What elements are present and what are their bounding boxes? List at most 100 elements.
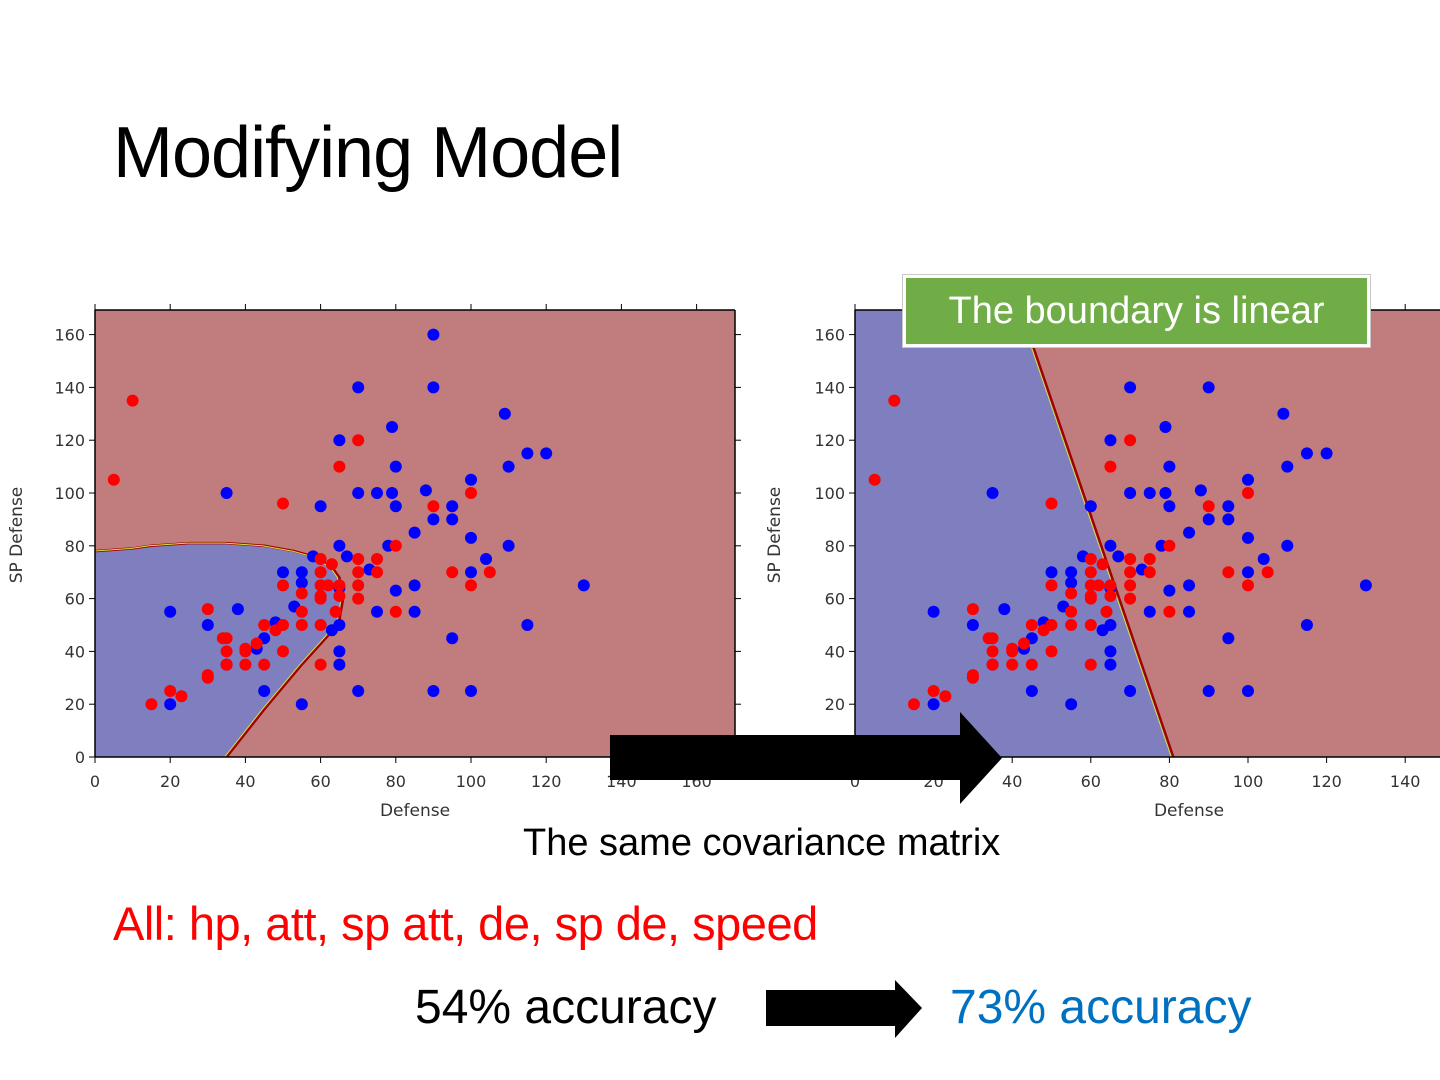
blue-class-point [1065, 566, 1078, 579]
red-class-point [1025, 658, 1038, 671]
red-class-point [986, 632, 999, 645]
red-class-point [175, 690, 188, 703]
blue-class-point [340, 550, 353, 563]
blue-class-point [1202, 381, 1215, 394]
red-class-point [325, 558, 338, 571]
blue-class-point [1065, 576, 1078, 589]
blue-class-point [386, 487, 399, 499]
x-tick-label: 120 [1311, 772, 1342, 791]
y-tick-label: 160 [54, 326, 85, 345]
y-tick-label: 120 [814, 431, 845, 450]
blue-class-point [419, 484, 432, 497]
blue-class-point [1104, 434, 1117, 447]
covariance-caption: The same covariance matrix [523, 822, 1001, 864]
red-class-point [314, 658, 327, 671]
feature-list: All: hp, att, sp att, de, sp de, speed [113, 897, 818, 950]
red-class-point [1065, 619, 1078, 631]
red-class-point [1084, 592, 1097, 605]
blue-class-point [521, 619, 534, 631]
red-class-point [1124, 434, 1137, 447]
red-class-point [1104, 589, 1117, 602]
x-tick-label: 40 [1002, 772, 1022, 791]
red-class-point [329, 605, 342, 618]
blue-class-point [371, 487, 383, 499]
red-class-point [1092, 579, 1105, 592]
blue-class-point [1124, 685, 1137, 697]
blue-class-point [295, 576, 308, 589]
y-tick-label: 40 [825, 642, 845, 661]
red-class-point [352, 553, 365, 565]
red-class-point [1045, 579, 1058, 592]
blue-class-point [927, 698, 940, 711]
accuracy-after: 73% accuracy [950, 981, 1252, 1034]
blue-class-point [1124, 487, 1137, 499]
x-tick-label: 100 [1233, 772, 1264, 791]
blue-class-point [498, 407, 511, 420]
x-tick-label: 80 [386, 772, 406, 791]
red-class-point [352, 579, 365, 592]
red-class-point [314, 566, 327, 579]
blue-class-point [258, 685, 271, 697]
blue-class-point [1143, 605, 1156, 618]
blue-class-point [1096, 624, 1109, 637]
accuracy-before: 54% accuracy [415, 981, 717, 1034]
blue-class-point [1242, 473, 1254, 486]
blue-class-point [1143, 487, 1156, 499]
y-tick-label: 140 [814, 378, 845, 397]
red-class-point [1037, 624, 1050, 637]
blue-class-point [1163, 460, 1176, 473]
blue-class-point [427, 381, 440, 394]
x-tick-label: 0 [90, 772, 100, 791]
red-class-point [1202, 500, 1215, 513]
blue-class-point [408, 526, 421, 539]
red-class-point [1222, 566, 1235, 579]
red-class-point [1143, 566, 1156, 579]
blue-class-point [333, 658, 346, 671]
blue-class-point [465, 566, 477, 579]
red-class-point [1065, 587, 1078, 600]
blue-class-point [1163, 500, 1176, 513]
blue-class-point [480, 553, 493, 565]
red-class-point [239, 645, 252, 658]
blue-class-point [295, 566, 308, 579]
red-class-point [201, 603, 214, 616]
red-class-point [371, 553, 383, 565]
blue-class-point [220, 487, 233, 499]
blue-class-point [164, 605, 177, 618]
y-tick-label: 60 [65, 590, 85, 609]
y-axis-label: SP Defense [7, 487, 27, 584]
blue-class-point [1202, 513, 1215, 526]
red-class-point [1045, 645, 1058, 658]
x-tick-label: 140 [1390, 772, 1421, 791]
blue-class-point [502, 460, 515, 473]
red-class-point [939, 690, 952, 703]
y-tick-label: 40 [65, 642, 85, 661]
blue-class-point [1320, 447, 1333, 460]
red-class-point [1104, 460, 1117, 473]
red-class-point [1100, 605, 1113, 618]
blue-class-point [927, 605, 940, 618]
red-class-point [1065, 605, 1078, 618]
y-tick-label: 120 [54, 431, 85, 450]
blue-class-point [446, 513, 459, 526]
blue-class-point [1281, 539, 1294, 552]
blue-class-point [427, 328, 440, 341]
red-class-point [352, 592, 365, 605]
red-class-point [258, 619, 271, 631]
blue-class-point [1163, 584, 1176, 597]
blue-class-point [231, 603, 244, 616]
blue-class-point [1242, 531, 1254, 544]
red-class-point [1025, 619, 1038, 631]
blue-class-point [1222, 513, 1235, 526]
blue-class-point [1124, 381, 1137, 394]
blue-class-point [1183, 526, 1196, 539]
plot-area [855, 310, 1440, 757]
red-class-point [352, 566, 365, 579]
blue-class-point [1183, 605, 1196, 618]
red-class-point [145, 698, 158, 711]
red-class-point [258, 658, 271, 671]
blue-class-point [1065, 698, 1078, 711]
blue-class-point [333, 645, 346, 658]
blue-class-point [1084, 500, 1097, 513]
y-tick-label: 140 [54, 378, 85, 397]
